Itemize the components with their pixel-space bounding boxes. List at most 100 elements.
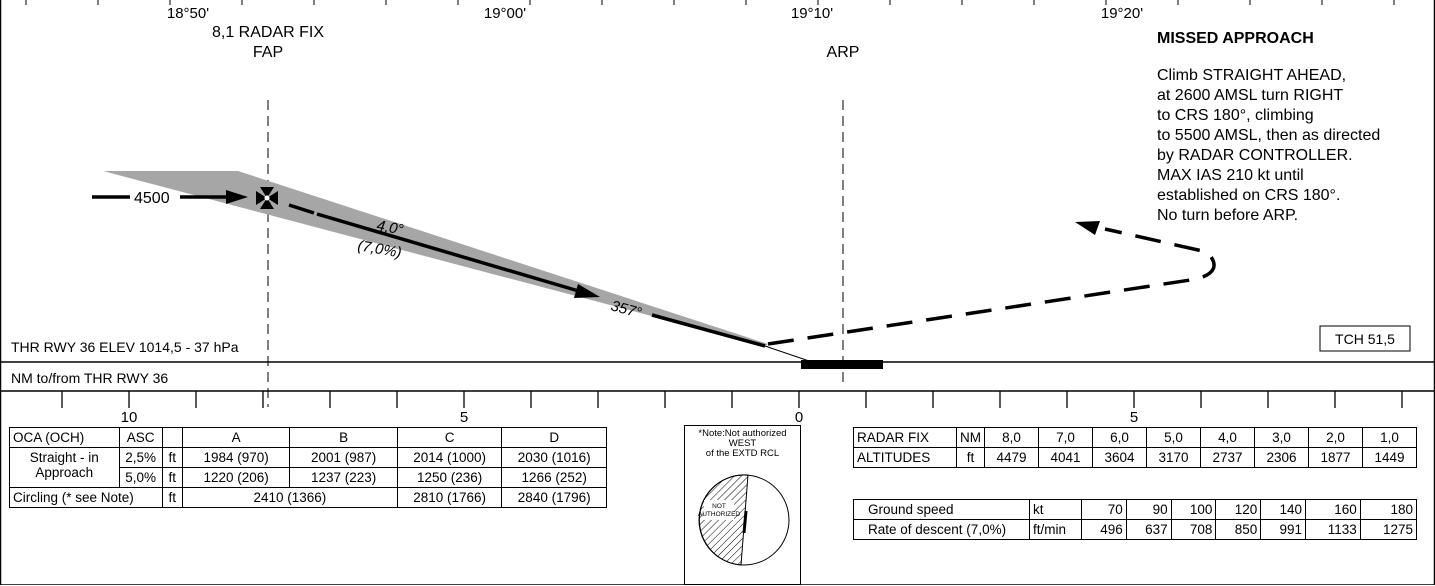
table-cell: 70: [1081, 499, 1127, 520]
table-cell: 1237 (223): [289, 467, 398, 488]
table-cell: ft: [956, 447, 985, 468]
straight-in-line1: Straight - in: [29, 450, 99, 465]
top-axis-tick-label: 18°50': [167, 5, 209, 22]
table-cell: 708: [1170, 519, 1217, 540]
sector-label-line1: NOT: [712, 503, 726, 510]
distance-scale-ticks: [61, 391, 1403, 408]
circling-sector-diagram: NOT AUTHORIZED: [698, 474, 790, 566]
arrowhead-icon: [1075, 221, 1100, 235]
distance-scale-label: 5: [1130, 409, 1138, 426]
table-cell: NM: [956, 427, 985, 448]
table-cell: 180: [1359, 499, 1418, 520]
table-row-label: RADAR FIX: [853, 427, 957, 448]
table-cell: 2410 (1366): [181, 487, 398, 508]
radar-fix-altitude-table: RADAR FIX NM 8,0 7,0 6,0 5,0 4,0 3,0 2,0…: [853, 427, 1417, 468]
table-cell: ft: [161, 487, 183, 508]
course-label: 357°: [609, 297, 643, 321]
table-row: Straight - in Approach 2,5% ft 1984 (970…: [9, 447, 607, 488]
missed-approach-line: established on CRS 180°.: [1157, 187, 1340, 204]
top-axis-tick-label: 19°00': [484, 5, 526, 22]
distance-scale-label: 10: [121, 409, 138, 426]
table-cell: 5,0%: [118, 467, 163, 488]
top-axis-tick-label: 19°20': [1101, 5, 1143, 22]
table-cell: 1,0: [1362, 427, 1417, 448]
table-row: Circling (* see Note) ft 2410 (1366) 281…: [9, 487, 607, 508]
missed-approach-line: Climb STRAIGHT AHEAD,: [1157, 67, 1346, 84]
descent-protection-area: [103, 171, 768, 346]
table-cell: 100: [1170, 499, 1217, 520]
table-cell: 2014 (1000): [396, 447, 503, 468]
table-cell: ft: [161, 447, 183, 468]
glide-path-dashed: [288, 203, 315, 215]
table-row-label: Rate of descent (7,0%): [853, 519, 1030, 540]
intermediate-altitude: 4500: [134, 190, 170, 207]
table-cell: 2840 (1796): [501, 487, 607, 508]
table-cell: 2306: [1254, 447, 1309, 468]
tch-label: TCH 51,5: [1335, 331, 1395, 347]
missed-approach-line: at 2600 AMSL turn RIGHT: [1157, 87, 1343, 104]
table-cell: 120: [1215, 499, 1262, 520]
table-cell: 3170: [1146, 447, 1201, 468]
arp-label: ARP: [827, 44, 860, 61]
table-header: B: [289, 427, 398, 448]
table-cell: 4041: [1038, 447, 1093, 468]
missed-approach-line: MAX IAS 210 kt until: [1157, 167, 1304, 184]
table-cell: 1877: [1308, 447, 1363, 468]
table-cell: 90: [1125, 499, 1172, 520]
top-axis-tick-label: 19°10': [791, 5, 833, 22]
runway-centerline-icon: [742, 510, 748, 534]
table-cell: 4,0: [1200, 427, 1255, 448]
table-cell: 2737: [1200, 447, 1255, 468]
table-cell: 8,0: [984, 427, 1039, 448]
table-cell: 2030 (1016): [501, 447, 607, 468]
table-header: ASC: [118, 427, 163, 448]
distance-scale-label: 5: [460, 409, 468, 426]
table-row: ALTITUDES ft 4479 4041 3604 3170 2737 23…: [853, 447, 1417, 468]
glide-path: [651, 313, 766, 348]
missed-approach-title: MISSED APPROACH: [1157, 30, 1314, 47]
table-header: C: [396, 427, 503, 448]
table-cell: 6,0: [1092, 427, 1147, 448]
table-row-label: Ground speed: [853, 499, 1030, 520]
table-header: A: [181, 427, 291, 448]
table-header: OCA (OCH): [9, 427, 120, 448]
table-cell: ft/min: [1029, 519, 1082, 540]
threshold-crossing-line: [764, 345, 813, 363]
glide-angle-label: 4,0°: [375, 217, 404, 238]
table-header: D: [501, 427, 607, 448]
missed-approach-line: by RADAR CONTROLLER.: [1157, 147, 1353, 164]
table-row: Ground speed kt 70 90 100 120 140 160 18…: [853, 499, 1418, 520]
oca-och-table: OCA (OCH) ASC A B C D Straight - in Appr…: [9, 427, 607, 508]
table-cell: 5,0: [1146, 427, 1201, 448]
circling-restriction-note: *Note:Not authorized WEST of the EXTD RC…: [684, 425, 801, 585]
circling-label: Circling (* see Note): [9, 487, 163, 508]
glide-path: [316, 212, 583, 294]
missed-approach-path: [767, 227, 1216, 346]
threshold-label: THR RWY 36 ELEV 1014,5 - 37 hPa: [11, 339, 239, 355]
faf-symbol-icon: [256, 187, 278, 209]
table-cell: 3,0: [1254, 427, 1309, 448]
missed-approach-line: to CRS 180°, climbing: [1157, 107, 1314, 124]
table-cell: 850: [1215, 519, 1262, 540]
distance-band-label: NM to/from THR RWY 36: [11, 370, 168, 386]
table-row-label: ALTITUDES: [853, 447, 957, 468]
table-cell: 2810 (1766): [396, 487, 503, 508]
circling-note-line3: of the EXTD RCL: [705, 448, 780, 459]
table-cell: 1984 (970): [181, 447, 291, 468]
table-cell: 1133: [1305, 519, 1361, 540]
distance-scale-label: 0: [795, 409, 803, 426]
circling-note-line2: WEST: [728, 438, 757, 449]
table-row: OCA (OCH) ASC A B C D: [9, 427, 607, 448]
table-cell: 1266 (252): [501, 467, 607, 488]
table-cell: 7,0: [1038, 427, 1093, 448]
table-cell: 991: [1260, 519, 1307, 540]
table-cell: 1220 (206): [181, 467, 291, 488]
table-header: [161, 427, 183, 448]
table-cell: kt: [1029, 499, 1082, 520]
top-axis-ticks: [25, 0, 1395, 5]
table-cell: 3604: [1092, 447, 1147, 468]
table-cell: 1275: [1359, 519, 1418, 540]
missed-approach-line: to 5500 AMSL, then as directed: [1157, 127, 1380, 144]
circling-note-text: *Note:Not authorized WEST of the EXTD RC…: [685, 429, 800, 459]
